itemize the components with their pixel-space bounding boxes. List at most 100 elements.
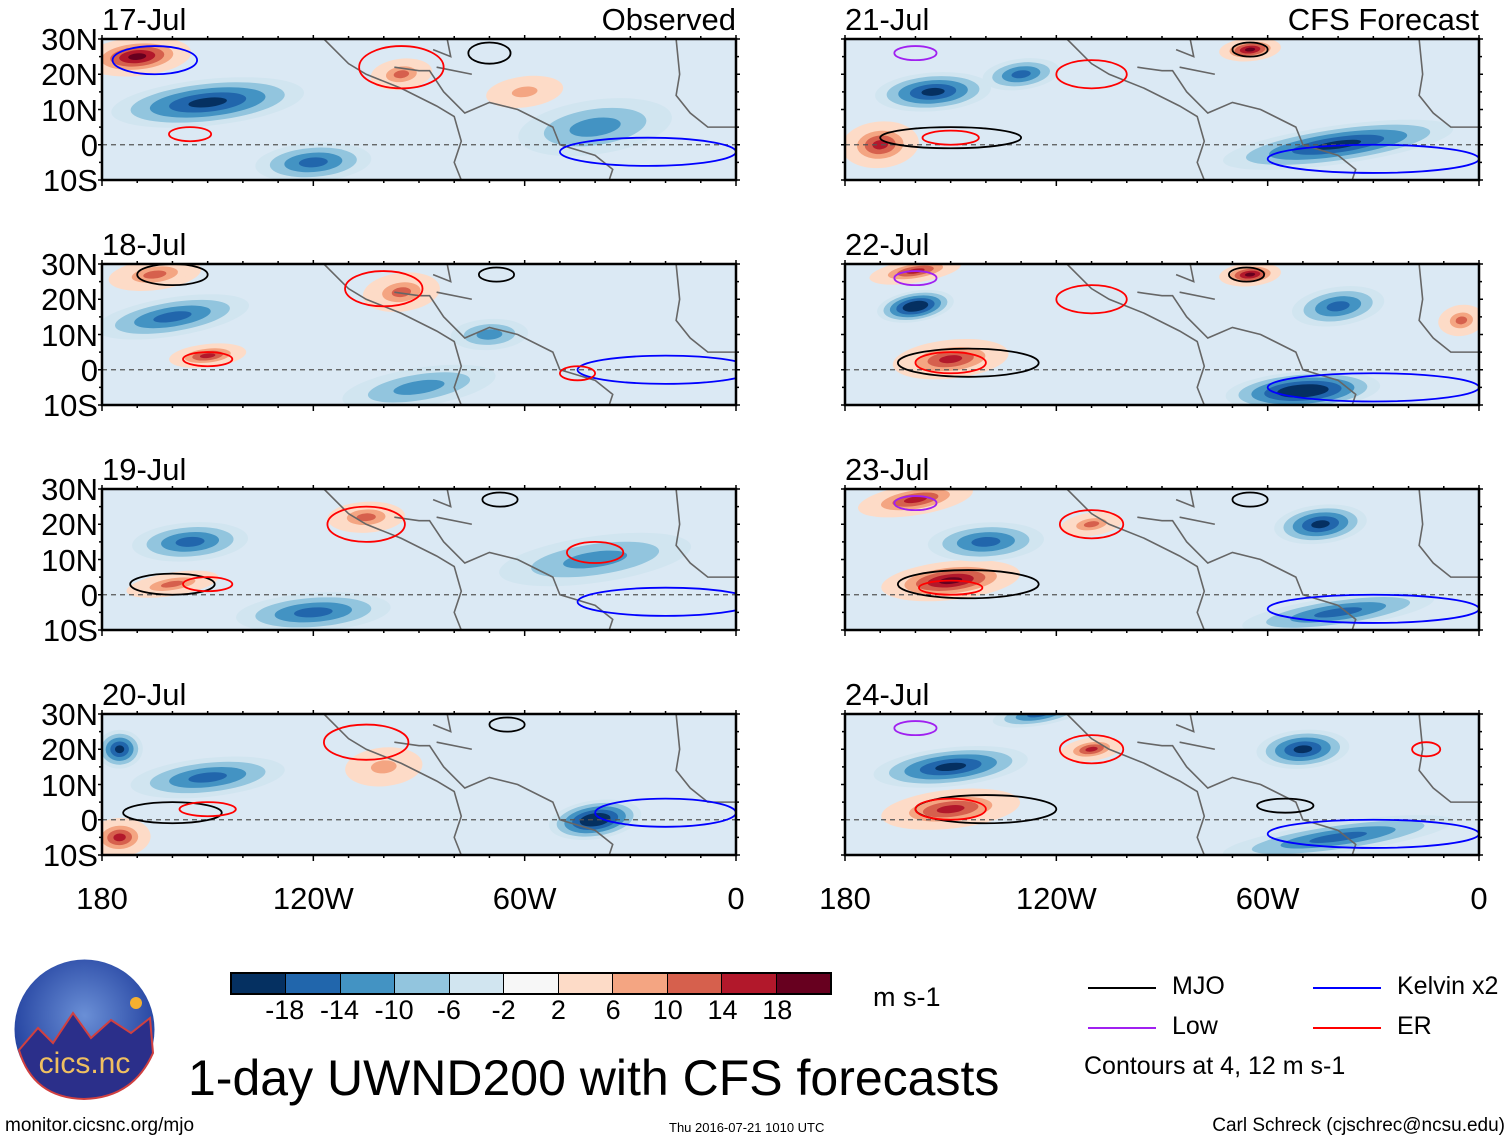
wind-anomaly-shade (1290, 387, 1316, 395)
colorbar-swatch (558, 974, 614, 993)
panel-date: 18-Jul (102, 227, 187, 262)
lat-label: 10S (42, 388, 98, 423)
panel-date: 24-Jul (845, 677, 930, 712)
colorbar-swatch (667, 974, 723, 993)
legend-line-low (1088, 1027, 1156, 1029)
red-contour (344, 270, 424, 308)
colorbar-swatch (395, 974, 450, 993)
legend-label: Kelvin x2 (1397, 972, 1499, 1000)
panel-header-right: CFS Forecast (1287, 2, 1479, 37)
lon-label: 60W (492, 881, 557, 916)
lat-label: 0 (80, 352, 98, 388)
coastline (1066, 489, 1479, 630)
blue-contour (576, 586, 736, 617)
red-contour (914, 351, 987, 375)
lat-label: 10N (41, 767, 98, 803)
red-contour (558, 365, 597, 382)
lat-label: 0 (80, 127, 98, 163)
coastline (323, 489, 736, 630)
red-contour (178, 801, 237, 818)
wind-anomaly-shade (1244, 272, 1256, 277)
red-contour (1058, 734, 1125, 765)
wind-anomaly-shade (1244, 47, 1256, 52)
lon-label: 120W (272, 881, 354, 916)
coastline (1066, 39, 1479, 180)
wind-anomaly-shade (921, 87, 945, 96)
wind-anomaly-shade (1011, 70, 1031, 79)
colorbar-swatch (613, 974, 668, 993)
black-contour (1231, 41, 1269, 58)
wind-anomaly-shade (971, 536, 1001, 547)
lat-label: 30N (41, 247, 98, 282)
purple-contour (893, 720, 938, 737)
wind-anomaly-shade (1326, 301, 1350, 312)
panel-date: 21-Jul (845, 2, 930, 37)
colorbar-label: -6 (436, 995, 461, 1025)
lon-label: 0 (727, 881, 745, 916)
wind-anomaly-shade (356, 513, 376, 522)
panel-date: 22-Jul (845, 227, 930, 262)
colorbar-swatch (232, 974, 287, 993)
wind-anomaly-shade (294, 607, 333, 618)
black-contour (1228, 266, 1266, 283)
red-contour (1058, 509, 1125, 540)
panel-date: 19-Jul (102, 452, 187, 487)
red-contour (322, 723, 410, 761)
wind-anomaly-shade (188, 97, 227, 108)
wind-anomaly-shade (511, 86, 538, 98)
coastline (1066, 264, 1479, 405)
wind-anomaly-shade (199, 353, 216, 359)
map-panel-18-Jul (98, 260, 740, 411)
map-panel-23-Jul (841, 485, 1483, 636)
black-contour (879, 126, 1023, 150)
lat-label: 10S (42, 613, 98, 648)
cics-logo: cics.nc (13, 958, 156, 1101)
black-contour (467, 41, 512, 65)
wind-anomaly-shade (1314, 607, 1363, 618)
wind-anomaly-shade (175, 536, 205, 547)
black-contour (1231, 491, 1269, 508)
colorbar-label: -10 (374, 995, 414, 1025)
blue-contour (559, 136, 736, 167)
blue-contour (111, 45, 198, 76)
wind-anomaly-shade (160, 580, 184, 588)
legend-label: ER (1397, 1012, 1432, 1040)
lat-label: 10S (42, 163, 98, 198)
purple-contour (893, 270, 938, 287)
wind-anomaly-shade (128, 53, 147, 60)
coastline (323, 39, 736, 180)
wind-anomaly-shade (903, 496, 927, 504)
black-contour (896, 569, 1040, 600)
wind-anomaly-shade (114, 745, 125, 754)
panel-date: 17-Jul (102, 2, 187, 37)
wind-anomaly-shade (563, 550, 628, 569)
black-contour (1256, 797, 1315, 814)
lon-label: 180 (76, 881, 128, 916)
colorbar-swatch (449, 974, 505, 993)
black-contour (129, 572, 216, 596)
lat-label: 30N (41, 22, 98, 57)
lat-label: 30N (41, 697, 98, 732)
red-contour (1411, 741, 1442, 758)
colorbar-label: 10 (652, 995, 683, 1025)
wind-anomaly-shade (935, 762, 967, 772)
red-contour (914, 797, 987, 821)
footer-url[interactable]: monitor.cicsnc.org/mjo (5, 1115, 195, 1136)
red-contour (168, 126, 213, 143)
lon-label: 0 (1470, 881, 1488, 916)
colorbar-label: -14 (319, 995, 359, 1025)
red-contour (326, 505, 406, 543)
red-contour (566, 540, 625, 564)
colorbar (230, 972, 832, 995)
wind-anomaly-shade (476, 329, 503, 340)
wind-anomaly-shade (1083, 521, 1100, 528)
lat-label: 30N (41, 472, 98, 507)
coastline (1066, 714, 1479, 855)
colorbar-label: -2 (491, 995, 516, 1025)
map-panel-22-Jul (841, 260, 1483, 411)
lon-label: 60W (1235, 881, 1300, 916)
black-contour (477, 266, 515, 283)
wind-anomaly-shade (153, 311, 192, 323)
map-panel-17-Jul (98, 35, 740, 186)
wind-anomaly-shade (872, 140, 888, 150)
